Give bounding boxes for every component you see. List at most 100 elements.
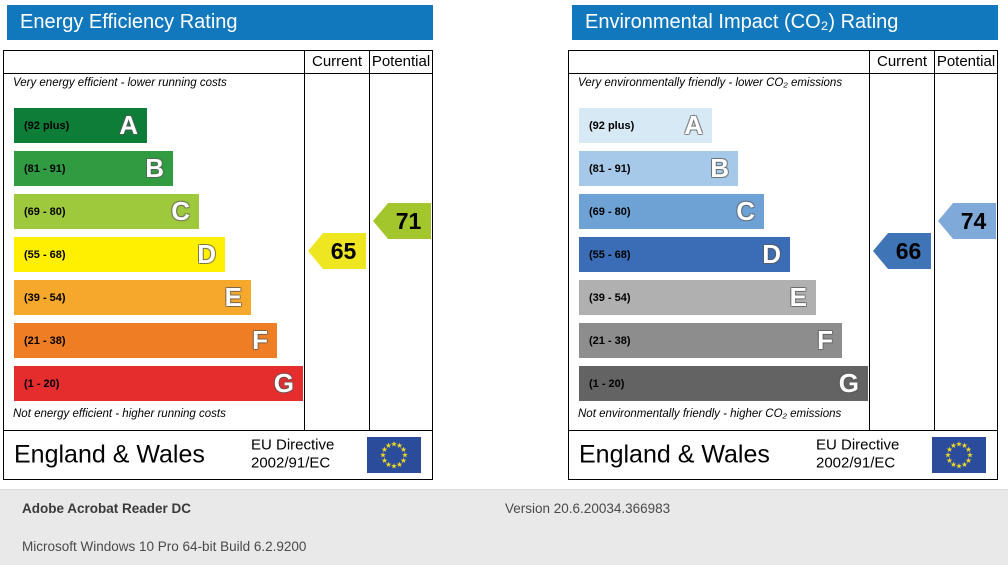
table-footer-row: England & Wales EU Directive 2002/91/EC … (4, 430, 432, 478)
potential-rating-arrow: 74 (938, 203, 996, 239)
app-version-label: Version 20.6.20034.366983 (505, 501, 671, 516)
current-column: 65 (304, 74, 369, 430)
app-name-label: Adobe Acrobat Reader DC (22, 501, 192, 516)
band-range-label: (21 - 38) (589, 334, 631, 347)
band-letter: B (710, 153, 729, 183)
svg-text:★: ★ (950, 460, 957, 469)
environmental-impact-chart: Environmental Impact (CO₂) Rating Curren… (568, 5, 998, 480)
svg-text:★: ★ (400, 445, 407, 454)
bottom-scale-label: Not environmentally friendly - higher CO… (578, 408, 842, 420)
svg-text:★: ★ (946, 456, 953, 465)
current-rating-arrow: 66 (873, 233, 931, 269)
region-label: England & Wales (14, 440, 205, 468)
rating-band-g: (1 - 20) G (14, 366, 303, 401)
band-letter: D (762, 239, 781, 269)
band-range-label: (1 - 20) (589, 377, 625, 390)
band-range-label: (39 - 54) (24, 291, 66, 304)
rating-body: Very energy efficient - lower running co… (4, 74, 432, 430)
chart-title: Environmental Impact (CO₂) Rating (585, 11, 899, 33)
potential-column: 71 (369, 74, 432, 430)
potential-rating-value: 71 (395, 207, 422, 234)
band-range-label: (81 - 91) (589, 162, 631, 175)
top-scale-label: Very environmentally friendly - lower CO… (578, 77, 843, 89)
eu-directive-line2: 2002/91/EC (816, 454, 896, 472)
svg-text:★: ★ (385, 460, 392, 469)
band-range-label: (21 - 38) (24, 334, 66, 347)
rating-band-g: (1 - 20) G (579, 366, 868, 401)
rating-band-a: (92 plus) A (14, 108, 147, 143)
band-range-label: (92 plus) (24, 119, 70, 132)
svg-text:★: ★ (965, 456, 972, 465)
os-info-label: Microsoft Windows 10 Pro 64-bit Build 6.… (22, 539, 307, 554)
band-letter: A (684, 110, 703, 140)
band-range-label: (55 - 68) (589, 248, 631, 261)
band-letter: E (789, 282, 807, 312)
band-letter: F (252, 325, 268, 355)
band-letter: C (736, 196, 755, 226)
chart-title-bar: Environmental Impact (CO₂) Rating (572, 5, 998, 40)
current-column-header: Current (304, 51, 369, 73)
svg-text:★: ★ (961, 460, 968, 469)
rating-band-f: (21 - 38) F (14, 323, 277, 358)
band-letter: G (838, 368, 859, 398)
svg-text:★: ★ (381, 445, 388, 454)
band-range-label: (55 - 68) (24, 248, 66, 261)
svg-text:★: ★ (391, 461, 398, 470)
svg-text:★: ★ (956, 439, 963, 448)
eu-directive-label: EU Directive 2002/91/EC (816, 436, 899, 474)
rating-band-f: (21 - 38) F (579, 323, 842, 358)
band-letter: A (119, 110, 138, 140)
chart-title: Energy Efficiency Rating (20, 11, 238, 33)
svg-text:★: ★ (965, 445, 972, 454)
table-header-row: Current Potential (569, 51, 997, 74)
svg-text:★: ★ (396, 460, 403, 469)
current-column: 66 (869, 74, 934, 430)
svg-text:★: ★ (396, 441, 403, 450)
top-scale-label: Very energy efficient - lower running co… (13, 77, 227, 89)
potential-column-header: Potential (934, 51, 997, 73)
rating-band-d: (55 - 68) D (579, 237, 790, 272)
band-letter: B (145, 153, 164, 183)
band-range-label: (1 - 20) (24, 377, 60, 390)
current-column-header: Current (869, 51, 934, 73)
eu-directive-label: EU Directive 2002/91/EC (251, 436, 334, 474)
rating-band-e: (39 - 54) E (14, 280, 251, 315)
band-letter: D (197, 239, 216, 269)
energy-efficiency-chart: Energy Efficiency Rating Current Potenti… (3, 5, 433, 480)
band-range-label: (92 plus) (589, 119, 635, 132)
band-range-label: (69 - 80) (589, 205, 631, 218)
band-range-label: (81 - 91) (24, 162, 66, 175)
svg-text:★: ★ (402, 450, 409, 459)
table-footer-row: England & Wales EU Directive 2002/91/EC … (569, 430, 997, 478)
table-header-row: Current Potential (4, 51, 432, 74)
potential-column-header: Potential (369, 51, 432, 73)
rating-table: Current Potential Very energy efficient … (3, 50, 433, 480)
potential-rating-arrow: 71 (373, 203, 431, 239)
svg-text:★: ★ (946, 445, 953, 454)
svg-text:★: ★ (945, 450, 952, 459)
svg-text:★: ★ (950, 441, 957, 450)
band-letter: G (273, 368, 294, 398)
eu-directive-line1: EU Directive (816, 435, 900, 453)
rating-band-b: (81 - 91) B (14, 151, 173, 186)
svg-text:★: ★ (391, 439, 398, 448)
band-range-label: (39 - 54) (589, 291, 631, 304)
rating-table: Current Potential Very environmentally f… (568, 50, 998, 480)
rating-band-c: (69 - 80) C (579, 194, 764, 229)
region-label: England & Wales (579, 440, 770, 468)
svg-text:★: ★ (967, 450, 974, 459)
app-status-bar: Adobe Acrobat Reader DC Version 20.6.200… (0, 489, 1008, 565)
rating-band-c: (69 - 80) C (14, 194, 199, 229)
rating-body: Very environmentally friendly - lower CO… (569, 74, 997, 430)
band-letter: F (817, 325, 833, 355)
svg-text:★: ★ (400, 456, 407, 465)
chart-title-bar: Energy Efficiency Rating (7, 5, 433, 40)
rating-band-b: (81 - 91) B (579, 151, 738, 186)
svg-text:★: ★ (956, 461, 963, 470)
svg-text:★: ★ (381, 456, 388, 465)
potential-column: 74 (934, 74, 997, 430)
band-letter: E (224, 282, 242, 312)
eu-flag-icon: ★★★★★★★★★★★★ (367, 436, 421, 473)
current-rating-arrow: 65 (308, 233, 366, 269)
svg-text:★: ★ (961, 441, 968, 450)
